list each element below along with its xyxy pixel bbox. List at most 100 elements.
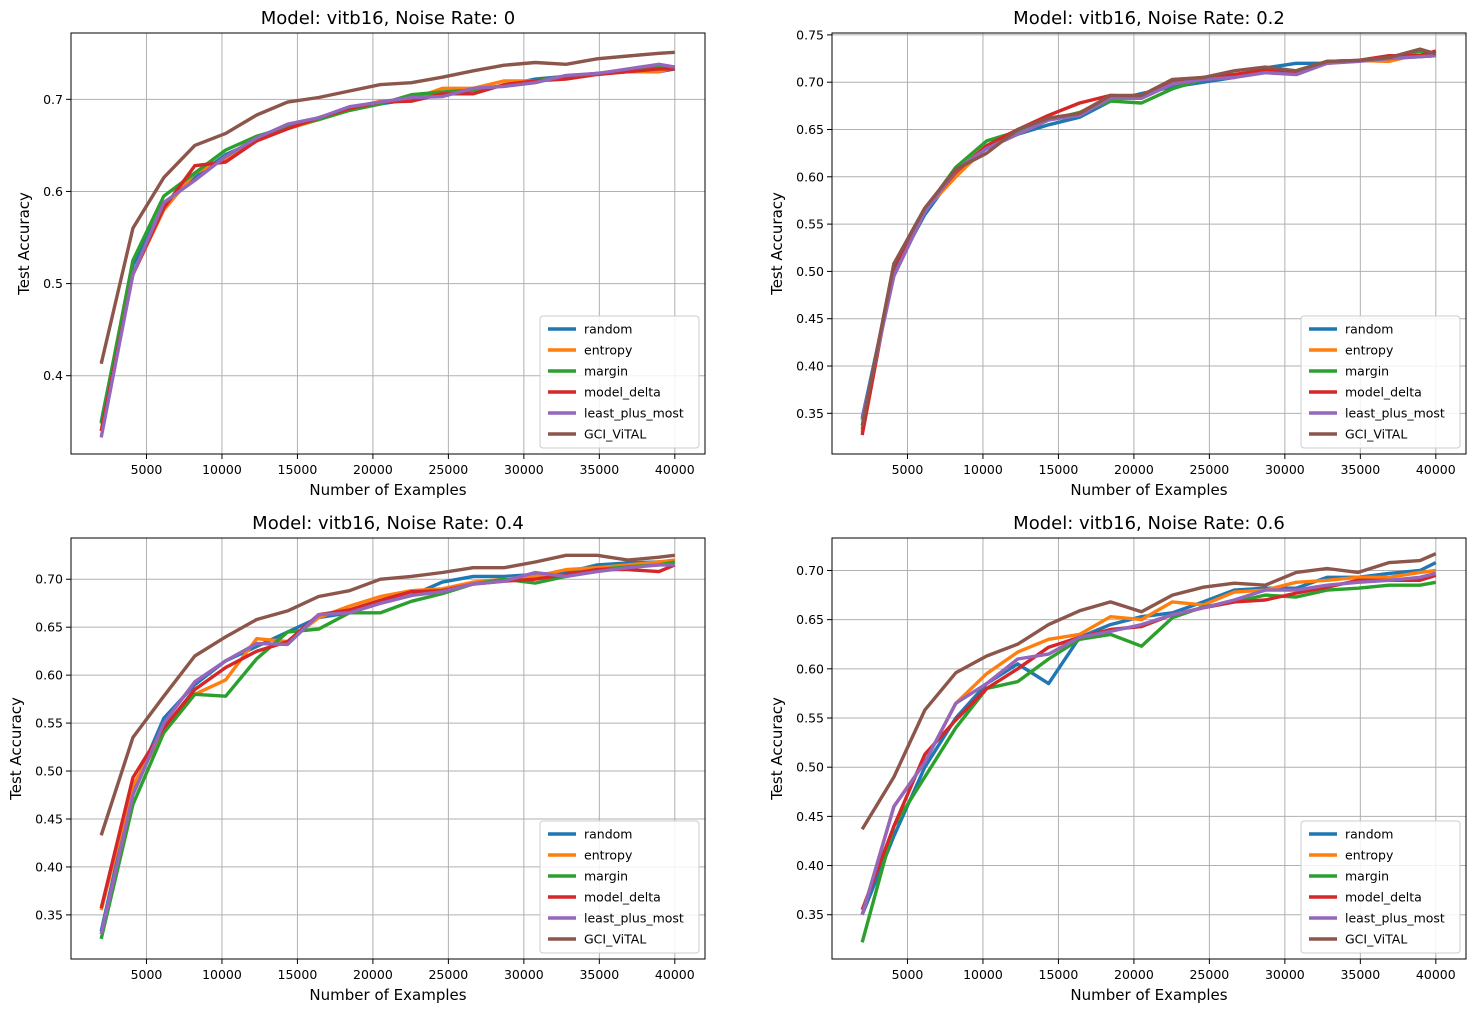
x-axis-label: Number of Examples <box>309 481 466 499</box>
x-tick-label: 5000 <box>131 967 163 982</box>
chart-title: Model: vitb16, Noise Rate: 0 <box>261 8 515 29</box>
legend-label: least_plus_most <box>584 406 684 421</box>
y-tick-label: 0.50 <box>35 764 63 779</box>
legend-label: GCI_ViTAL <box>584 932 646 947</box>
y-tick-label: 0.45 <box>796 809 824 824</box>
x-tick-label: 15000 <box>278 462 318 477</box>
subplot-1: 5000 10000 15000 20000 25000 30000 35000 40000 0… <box>15 8 706 499</box>
y-tick-label: 0.45 <box>35 811 63 826</box>
legend-label: model_delta <box>584 385 661 400</box>
legend-label: GCI_ViTAL <box>584 427 646 442</box>
y-tick-label: 0.40 <box>796 359 824 374</box>
axes-frame <box>70 537 706 960</box>
y-tick-label: 0.70 <box>796 563 824 578</box>
legend-box <box>1300 820 1461 954</box>
x-tick-label: 30000 <box>1265 462 1305 477</box>
legend-label: entropy <box>1345 343 1394 358</box>
legend-label: model_delta <box>584 890 661 905</box>
y-axis-label: Test Accuracy <box>768 192 786 296</box>
y-tick-label: 0.7 <box>43 92 63 107</box>
x-tick-label: 20000 <box>353 967 393 982</box>
axes-frame <box>831 537 1467 960</box>
y-tick-label: 0.60 <box>35 668 63 683</box>
subplot-3: 5000 10000 15000 20000 25000 30000 35000 40000 0… <box>7 513 706 1004</box>
chart-title: Model: vitb16, Noise Rate: 0.2 <box>1013 8 1285 29</box>
subplot-4: 5000 10000 15000 20000 25000 30000 35000 40000 0… <box>768 513 1467 1004</box>
series-line-least-plus-most <box>99 62 676 438</box>
legend: random entropy margin model_delta least_plus… <box>539 315 700 449</box>
series-line-model-delta <box>99 563 676 909</box>
x-tick-label: 20000 <box>353 462 393 477</box>
legend-label: margin <box>1345 364 1389 379</box>
x-tick-label: 20000 <box>1114 462 1154 477</box>
legend: random entropy margin model_delta least_plus… <box>539 820 700 954</box>
x-tick-label: 40000 <box>1416 967 1456 982</box>
x-tick-label: 25000 <box>428 967 468 982</box>
legend-label: least_plus_most <box>1345 406 1445 421</box>
x-tick-label: 35000 <box>579 967 619 982</box>
x-tick-label: 25000 <box>1189 967 1229 982</box>
x-tick-label: 35000 <box>1340 462 1380 477</box>
legend-label: entropy <box>584 343 633 358</box>
y-tick-label: 0.70 <box>796 75 824 90</box>
x-tick-label: 15000 <box>278 967 318 982</box>
legend-label: entropy <box>584 848 633 863</box>
series-line-entropy <box>99 558 676 911</box>
legend-box <box>539 315 700 449</box>
legend-label: model_delta <box>1345 890 1422 905</box>
y-axis-label: Test Accuracy <box>768 697 786 801</box>
subplot-2: 5000 10000 15000 20000 25000 30000 35000 40000 0… <box>768 8 1467 499</box>
legend-label: margin <box>584 364 628 379</box>
y-tick-label: 0.40 <box>35 859 63 874</box>
x-tick-label: 20000 <box>1114 967 1154 982</box>
legend-label: GCI_ViTAL <box>1345 932 1407 947</box>
x-tick-label: 5000 <box>131 462 163 477</box>
y-axis-label: Test Accuracy <box>15 192 33 296</box>
legend-label: margin <box>584 869 628 884</box>
y-axis-label: Test Accuracy <box>7 697 25 801</box>
x-tick-label: 5000 <box>892 462 924 477</box>
x-tick-label: 25000 <box>428 462 468 477</box>
y-tick-label: 0.55 <box>796 217 824 232</box>
y-tick-label: 0.55 <box>796 711 824 726</box>
y-tick-label: 0.4 <box>43 368 63 383</box>
x-tick-label: 30000 <box>504 462 544 477</box>
legend: random entropy margin model_delta least_plus… <box>1300 820 1461 954</box>
axes-frame <box>70 32 706 455</box>
legend: random entropy margin model_delta least_plus… <box>1300 315 1461 449</box>
y-tick-label: 0.35 <box>35 907 63 922</box>
y-tick-label: 0.50 <box>796 760 824 775</box>
y-tick-label: 0.55 <box>35 716 63 731</box>
legend-box <box>1300 315 1461 449</box>
legend-box <box>539 820 700 954</box>
y-tick-label: 0.5 <box>43 276 63 291</box>
x-tick-label: 10000 <box>202 462 242 477</box>
y-tick-label: 0.35 <box>796 406 824 421</box>
x-tick-label: 35000 <box>579 462 619 477</box>
y-tick-label: 0.60 <box>796 661 824 676</box>
legend-label: GCI_ViTAL <box>1345 427 1407 442</box>
series-line-least-plus-most <box>860 571 1437 916</box>
series-line-gci-vital <box>860 47 1437 426</box>
x-tick-label: 40000 <box>1416 462 1456 477</box>
legend-label: random <box>1345 322 1393 337</box>
legend-label: random <box>584 827 632 842</box>
x-tick-label: 30000 <box>504 967 544 982</box>
y-tick-label: 0.75 <box>796 27 824 42</box>
legend-label: entropy <box>1345 848 1394 863</box>
series-line-least-plus-most <box>99 563 675 935</box>
axes-frame <box>831 32 1467 455</box>
x-tick-label: 5000 <box>892 967 924 982</box>
chart-title: Model: vitb16, Noise Rate: 0.6 <box>1013 513 1285 534</box>
legend-label: least_plus_most <box>1345 911 1445 926</box>
x-tick-label: 15000 <box>1039 967 1079 982</box>
series-line-margin <box>860 580 1437 943</box>
y-tick-label: 0.60 <box>796 169 824 184</box>
x-axis-label: Number of Examples <box>1070 481 1227 499</box>
x-tick-label: 25000 <box>1189 462 1229 477</box>
y-tick-label: 0.40 <box>796 858 824 873</box>
x-axis-label: Number of Examples <box>309 986 466 1004</box>
y-tick-label: 0.50 <box>796 264 824 279</box>
chart-title: Model: vitb16, Noise Rate: 0.4 <box>252 513 524 534</box>
x-tick-label: 30000 <box>1265 967 1305 982</box>
